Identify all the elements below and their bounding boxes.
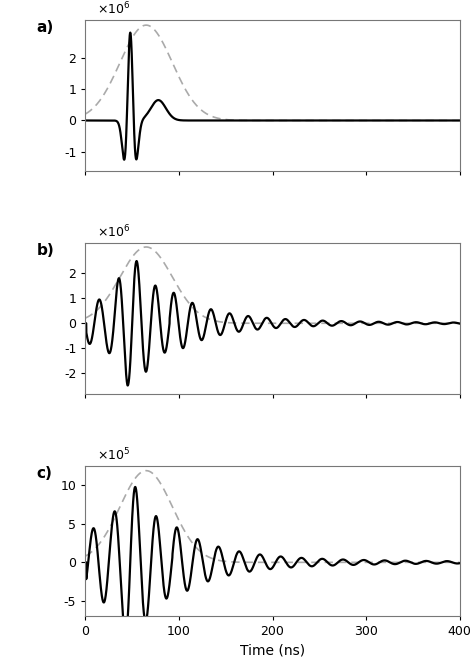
Text: $\times10^{5}$: $\times10^{5}$ — [97, 446, 130, 463]
X-axis label: Time (ns): Time (ns) — [240, 644, 305, 658]
Text: c): c) — [36, 466, 53, 481]
Text: $\times10^{6}$: $\times10^{6}$ — [97, 1, 130, 17]
Text: a): a) — [36, 20, 54, 35]
Text: b): b) — [36, 243, 55, 258]
Text: $\times10^{6}$: $\times10^{6}$ — [97, 223, 130, 240]
